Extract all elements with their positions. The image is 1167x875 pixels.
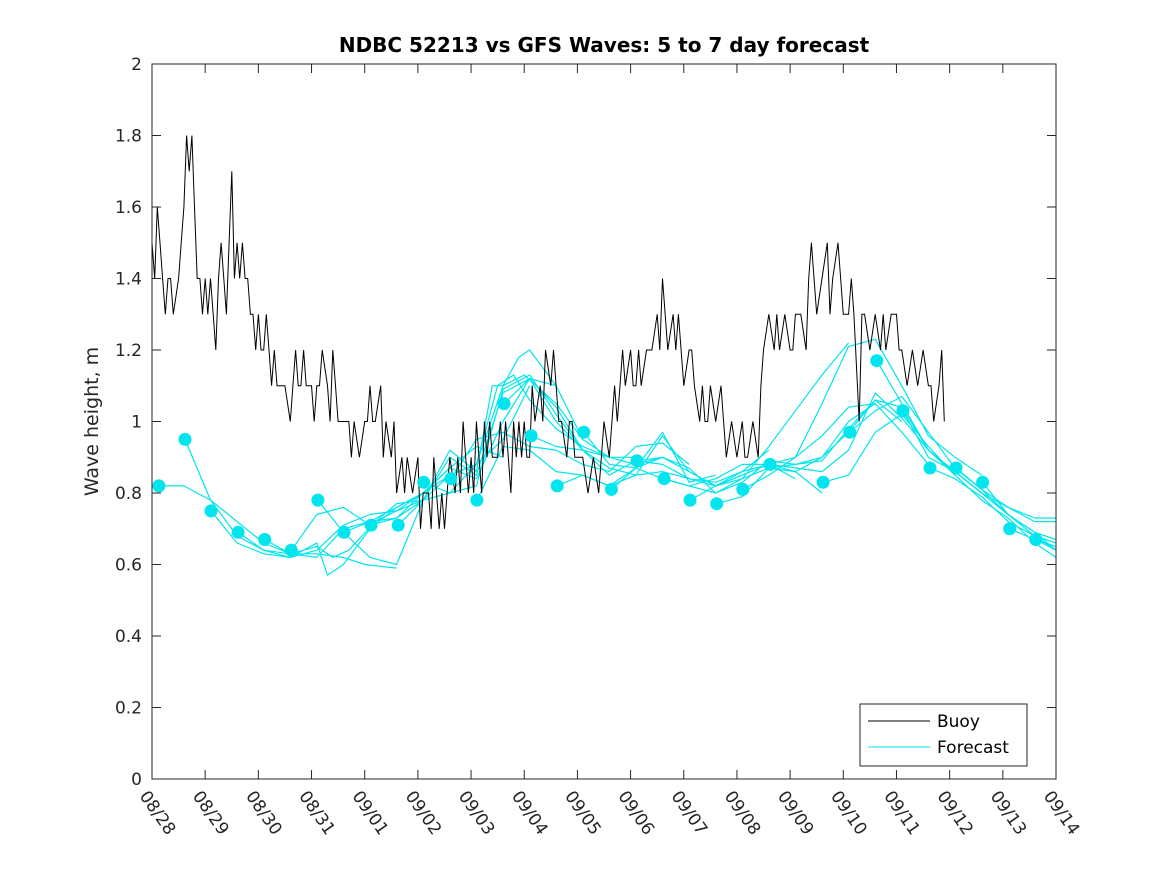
y-tick-label: 1 xyxy=(131,413,142,433)
forecast-line-16 xyxy=(583,431,823,494)
legend: Buoy Forecast xyxy=(859,703,1028,767)
forecast-line-17 xyxy=(611,342,850,494)
forecast-line-30 xyxy=(982,481,1057,551)
forecast-line-20 xyxy=(689,403,929,501)
forecast-line-19 xyxy=(663,399,903,494)
forecast-line-8 xyxy=(370,374,610,526)
y-tick-label: 0.8 xyxy=(115,484,142,504)
y-tick-label: 1.2 xyxy=(115,341,142,361)
y-tick-label: 0.4 xyxy=(115,627,142,647)
forecast-marker xyxy=(630,454,644,468)
y-tick-label: 0.6 xyxy=(115,556,142,576)
forecast-marker xyxy=(258,533,272,546)
forecast-marker xyxy=(1029,533,1043,546)
y-tick-label: 1.4 xyxy=(115,270,142,290)
y-tick-label: 0 xyxy=(131,770,142,790)
forecast-marker xyxy=(524,429,538,443)
forecast-marker xyxy=(736,482,750,496)
forecast-marker xyxy=(391,518,405,532)
forecast-marker xyxy=(337,525,351,539)
forecast-marker xyxy=(949,461,963,475)
forecast-line-18 xyxy=(636,403,876,487)
forecast-marker xyxy=(604,482,618,496)
y-tick-label: 1.8 xyxy=(115,127,142,147)
forecast-marker xyxy=(870,354,884,368)
forecast-marker xyxy=(763,457,777,471)
legend-box xyxy=(859,703,1028,767)
forecast-marker xyxy=(816,475,830,489)
forecast-marker xyxy=(923,461,937,475)
forecast-marker xyxy=(843,425,857,439)
forecast-marker xyxy=(311,493,325,507)
forecast-line-0 xyxy=(158,485,397,569)
forecast-line-15 xyxy=(556,435,796,487)
forecast-marker xyxy=(497,397,511,411)
buoy-line xyxy=(151,135,945,529)
forecast-marker xyxy=(577,425,591,439)
legend-label-forecast: Forecast xyxy=(937,738,1009,758)
forecast-line-3 xyxy=(237,445,504,559)
forecast-marker xyxy=(364,518,378,532)
y-tick-label: 2 xyxy=(131,55,142,75)
forecast-marker xyxy=(231,525,245,539)
forecast-marker xyxy=(417,475,431,489)
forecast-line-10 xyxy=(423,374,663,494)
forecast-marker xyxy=(152,479,166,493)
forecast-marker xyxy=(1003,522,1017,536)
forecast-marker xyxy=(710,497,724,511)
forecast-marker xyxy=(657,472,671,486)
forecast-line-9 xyxy=(397,374,636,526)
forecast-marker xyxy=(204,504,218,518)
forecast-marker xyxy=(550,479,564,493)
forecast-marker xyxy=(284,543,298,557)
forecast-marker xyxy=(896,404,910,418)
forecast-marker xyxy=(470,493,484,507)
forecast-line-11 xyxy=(450,431,690,480)
forecast-marker xyxy=(683,493,697,507)
series-layer xyxy=(151,135,1057,576)
forecast-marker xyxy=(178,432,192,446)
y-axis-label: Wave height, m xyxy=(81,347,103,496)
legend-label-buoy: Buoy xyxy=(937,712,980,732)
y-tick-label: 0.2 xyxy=(115,699,142,719)
forecast-marker xyxy=(444,472,458,486)
y-tick-label: 1.6 xyxy=(115,198,142,218)
chart-title: NDBC 52213 vs GFS Waves: 5 to 7 day fore… xyxy=(339,33,870,57)
forecast-marker xyxy=(976,475,990,489)
